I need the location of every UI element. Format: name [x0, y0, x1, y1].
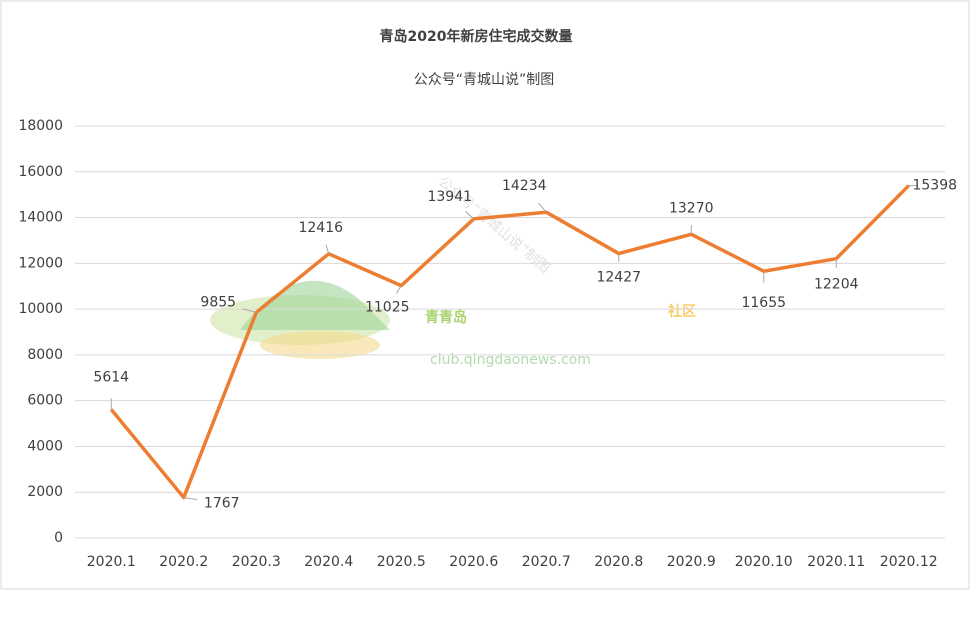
watermark-logo: 青青岛	[425, 309, 467, 326]
x-tick-label: 2020.8	[594, 554, 643, 570]
data-label: 1767	[204, 496, 240, 512]
data-label: 12416	[298, 220, 343, 236]
data-label: 11655	[741, 295, 786, 311]
watermark-url: club.qingdaonews.com	[430, 352, 591, 368]
data-label: 12427	[596, 270, 641, 286]
y-tick-label: 18000	[18, 118, 63, 134]
leader-line	[395, 285, 402, 294]
leader-line	[183, 497, 198, 501]
y-tick-label: 16000	[18, 164, 63, 180]
y-tick-label: 14000	[18, 210, 63, 226]
x-tick-label: 2020.5	[377, 554, 426, 570]
data-label: 14234	[502, 178, 547, 194]
x-tick-label: 2020.3	[232, 554, 281, 570]
x-tick-label: 2020.11	[807, 554, 865, 570]
y-tick-label: 12000	[18, 255, 63, 271]
x-tick-label: 2020.4	[304, 554, 353, 570]
x-tick-label: 2020.1	[87, 554, 136, 570]
x-tick-label: 2020.7	[522, 554, 571, 570]
data-label: 13941	[427, 189, 472, 205]
leader-line	[465, 210, 475, 220]
watermark-logo-sub: 社区	[667, 303, 696, 320]
chart-border	[0, 0, 970, 590]
data-label: 12204	[814, 277, 859, 293]
y-tick-label: 4000	[27, 438, 63, 454]
y-tick-label: 8000	[27, 347, 63, 363]
leader-line	[538, 202, 547, 213]
y-tick-label: 6000	[27, 393, 63, 409]
x-tick-label: 2020.2	[159, 554, 208, 570]
leader-line	[325, 244, 330, 254]
logo-shape	[260, 331, 380, 359]
chart-subtitle: 公众号“青城山说”制图	[414, 72, 555, 88]
y-tick-label: 2000	[27, 484, 63, 500]
data-label: 9855	[200, 294, 236, 310]
x-tick-label: 2020.12	[880, 554, 938, 570]
x-tick-label: 2020.9	[667, 554, 716, 570]
data-label: 15398	[912, 178, 957, 194]
x-tick-label: 2020.6	[449, 554, 498, 570]
y-tick-label: 10000	[18, 301, 63, 317]
line-series	[109, 184, 910, 500]
leader-line	[242, 308, 257, 313]
data-label: 5614	[93, 370, 129, 386]
chart-title: 青岛2020年新房住宅成交数量	[380, 28, 573, 45]
data-label: 11025	[365, 300, 410, 316]
data-label: 13270	[669, 200, 714, 216]
y-tick-label: 0	[54, 530, 63, 546]
x-tick-label: 2020.10	[735, 554, 793, 570]
